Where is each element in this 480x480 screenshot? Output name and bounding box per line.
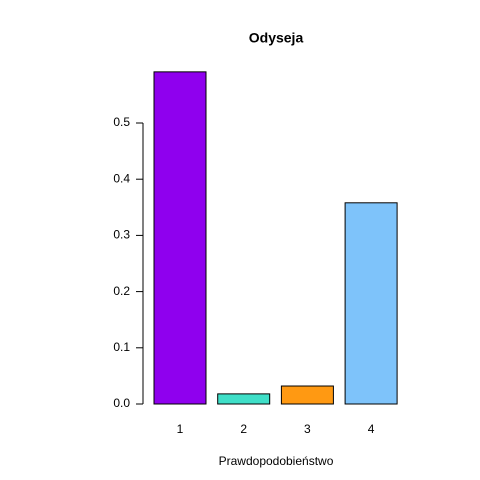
- bar: [217, 393, 271, 405]
- y-tick-label: 0.5: [113, 115, 130, 129]
- x-axis-label: Prawdopodobieństwo: [219, 454, 334, 468]
- bar: [153, 71, 207, 405]
- y-tick-label: 0.3: [113, 228, 130, 242]
- x-tick-label: 2: [240, 422, 247, 436]
- y-tick-label: 0.1: [113, 340, 130, 354]
- x-tick-label: 3: [304, 422, 311, 436]
- bar: [344, 202, 398, 405]
- x-tick-label: 4: [368, 422, 375, 436]
- y-tick-label: 0.0: [113, 396, 130, 410]
- x-tick-label: 1: [177, 422, 184, 436]
- y-tick-label: 0.4: [113, 171, 130, 185]
- y-tick-label: 0.2: [113, 284, 130, 298]
- chart-title: Odyseja: [249, 30, 304, 46]
- bar: [280, 385, 334, 405]
